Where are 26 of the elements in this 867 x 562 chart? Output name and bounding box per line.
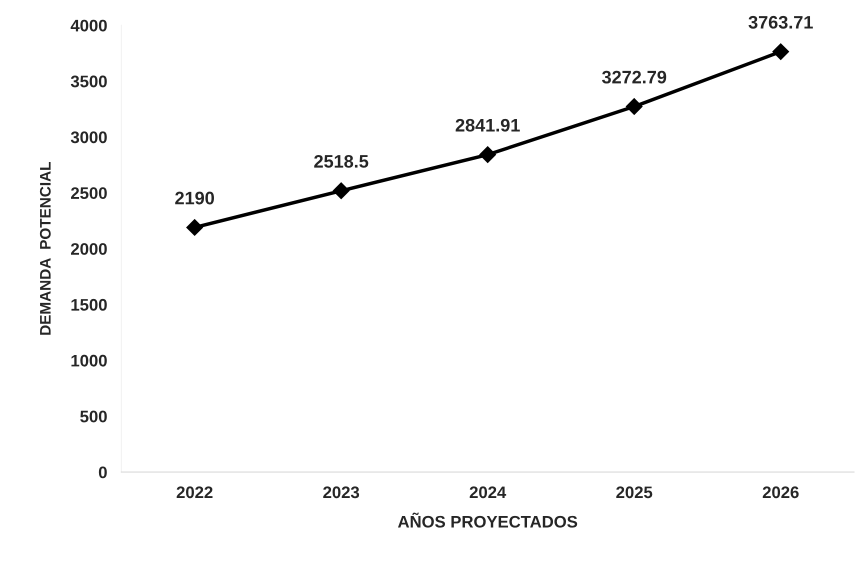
y-tick-label: 3500 bbox=[70, 76, 107, 88]
x-tick-label: 2025 bbox=[616, 486, 652, 498]
point bbox=[626, 98, 643, 115]
y-tick-label: 3000 bbox=[70, 131, 107, 144]
data-label: 3763.71 bbox=[748, 16, 813, 29]
y-tick-label: 4000 bbox=[70, 20, 107, 32]
data-label: 2190 bbox=[175, 192, 214, 204]
y-tick-label: 500 bbox=[80, 410, 107, 422]
y-tick-label: 2000 bbox=[70, 243, 107, 255]
y-axis-title: DEMANDA POTENCIAL bbox=[40, 162, 51, 335]
point bbox=[479, 146, 496, 164]
y-tick-label: 1500 bbox=[71, 298, 107, 311]
y-tick-label: 2500 bbox=[70, 187, 107, 200]
point bbox=[772, 43, 790, 60]
y-tick-label: 1000 bbox=[71, 354, 107, 367]
x-tick-label: 2022 bbox=[176, 486, 213, 498]
x-axis-title: AÑOS PROYECTADOS bbox=[398, 512, 578, 528]
point bbox=[186, 219, 204, 236]
point bbox=[332, 182, 350, 200]
x-tick-label: 2024 bbox=[470, 486, 506, 498]
data-label: 3272.79 bbox=[602, 70, 666, 84]
y-tick-label: 0 bbox=[98, 466, 107, 478]
data-label: 2841.91 bbox=[456, 118, 520, 132]
x-tick-label: 2026 bbox=[762, 486, 799, 498]
x-tick-label: 2023 bbox=[323, 486, 360, 498]
data-label: 2518.5 bbox=[314, 154, 368, 168]
